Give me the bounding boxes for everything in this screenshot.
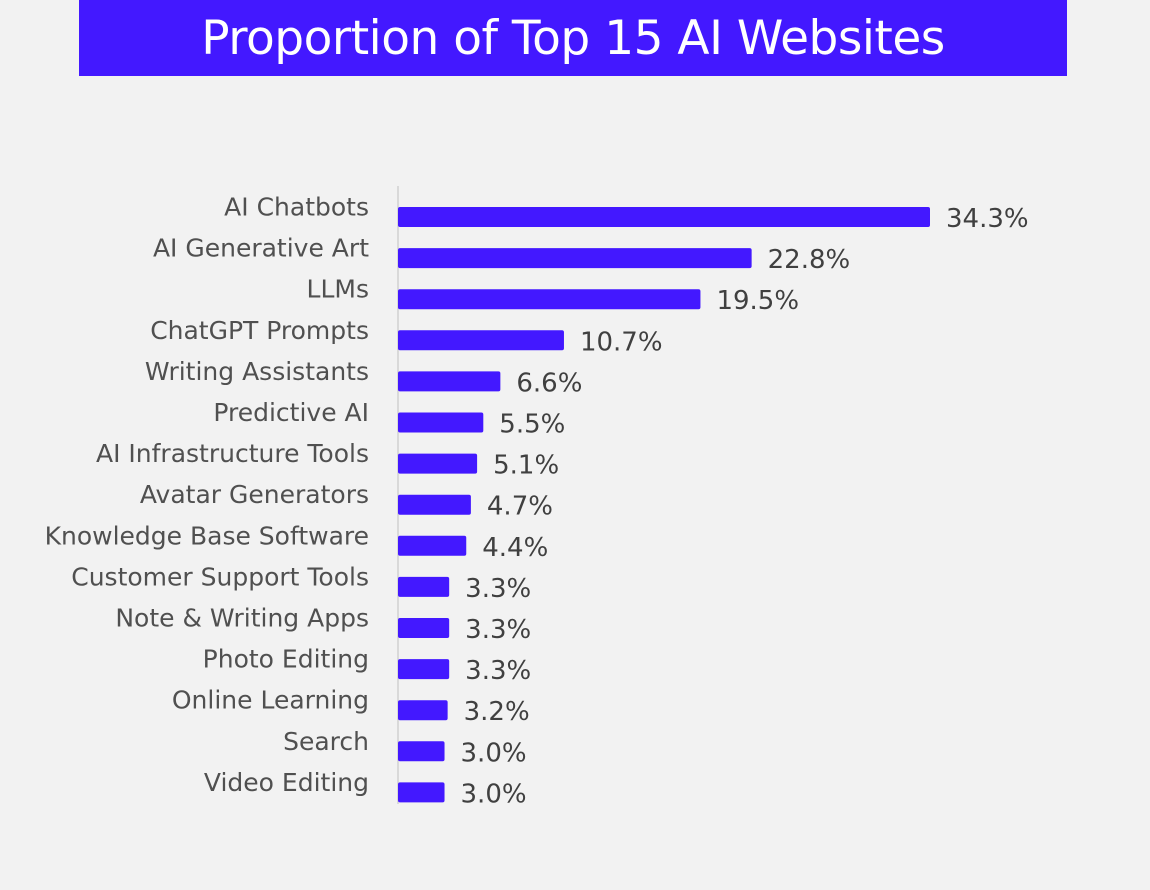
value-label: 4.4% <box>482 533 548 563</box>
bar <box>398 330 564 351</box>
category-label: Knowledge Base Software <box>45 521 369 550</box>
bars-group: AI Chatbots 34.3% AI Generative Art 22.8% LL… <box>45 193 1029 810</box>
category-label: Writing Assistants <box>145 357 369 386</box>
bar <box>398 494 471 515</box>
bar <box>398 248 752 269</box>
value-label: 10.7% <box>580 327 663 357</box>
value-label: 3.3% <box>465 574 531 604</box>
value-label: 22.8% <box>768 245 851 275</box>
value-label: 34.3% <box>946 204 1029 234</box>
category-label: Predictive AI <box>213 398 369 427</box>
bar <box>398 576 450 597</box>
bar <box>398 618 450 638</box>
category-label: Avatar Generators <box>140 480 369 509</box>
value-label: 4.7% <box>487 492 553 522</box>
bar <box>398 207 930 227</box>
value-label: 3.3% <box>465 615 531 645</box>
value-label: 3.0% <box>461 738 527 768</box>
value-label: 6.6% <box>516 368 582 398</box>
category-label: AI Generative Art <box>153 234 369 263</box>
category-label: ChatGPT Prompts <box>150 316 369 345</box>
category-label: Online Learning <box>172 686 369 715</box>
category-label: LLMs <box>307 275 369 304</box>
category-label: Note & Writing Apps <box>115 604 369 633</box>
value-label: 19.5% <box>716 286 799 316</box>
title-banner: Proportion of Top 15 AI Websites <box>79 0 1067 76</box>
bar <box>398 371 501 392</box>
bar <box>398 782 445 803</box>
category-label: Video Editing <box>204 768 369 797</box>
bar <box>398 535 467 556</box>
category-label: Customer Support Tools <box>71 562 369 591</box>
value-label: 3.2% <box>464 697 530 727</box>
category-label: AI Chatbots <box>224 193 369 222</box>
value-label: 5.1% <box>493 451 559 481</box>
bar <box>398 412 484 433</box>
bar <box>398 453 478 474</box>
category-label: AI Infrastructure Tools <box>96 439 369 468</box>
bar <box>398 289 701 310</box>
category-label: Search <box>283 727 369 756</box>
value-label: 5.5% <box>499 410 565 440</box>
value-label: 3.3% <box>465 656 531 686</box>
bar <box>398 659 450 680</box>
category-label: Photo Editing <box>203 645 369 674</box>
value-label: 3.0% <box>461 779 527 809</box>
bar <box>398 741 445 762</box>
chart-title: Proportion of Top 15 AI Websites <box>201 10 945 66</box>
bar <box>398 700 448 721</box>
